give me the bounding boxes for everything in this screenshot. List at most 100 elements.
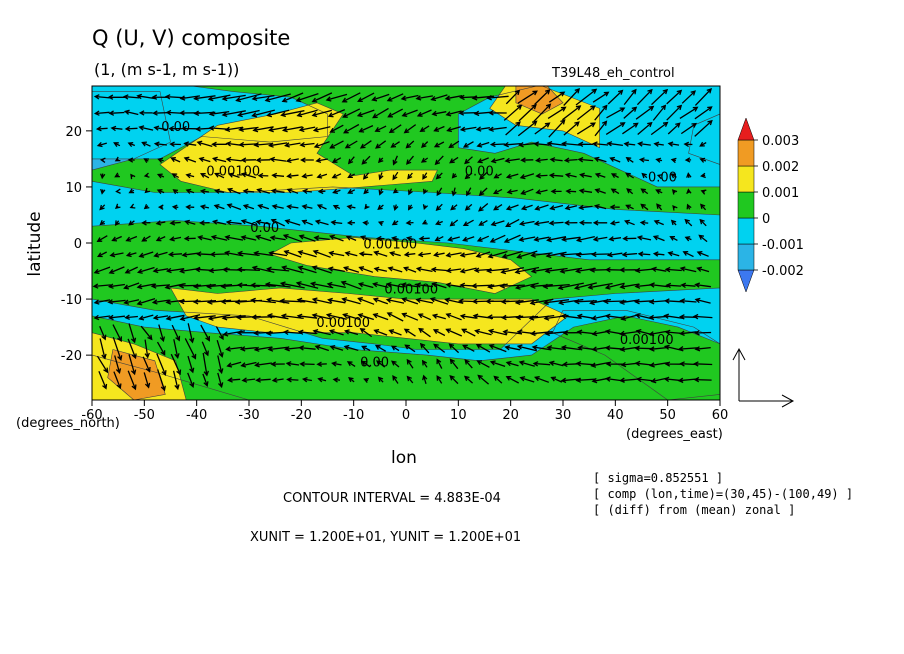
wind-vector (435, 172, 443, 180)
wind-vector (476, 360, 490, 368)
wind-vector (332, 204, 341, 210)
wind-vector (250, 297, 276, 304)
wind-vector (385, 297, 405, 304)
x-axis-label: lon (391, 448, 417, 468)
wind-vector (327, 109, 346, 118)
wind-vector (635, 376, 653, 383)
wind-vector (619, 377, 640, 383)
wind-vector (267, 346, 288, 352)
wind-vector (209, 251, 229, 258)
wind-vector (153, 251, 168, 258)
wind-vector (298, 234, 316, 242)
wind-vector (156, 189, 165, 195)
wind-vector (196, 140, 213, 148)
wind-vector (478, 203, 489, 212)
wind-vector (302, 188, 312, 195)
wind-vector (372, 313, 389, 321)
contour-label: 0.00100 (384, 282, 438, 297)
wind-vector (125, 235, 138, 242)
wind-vector (328, 250, 345, 257)
wind-vector (93, 94, 110, 100)
wind-vector (529, 298, 554, 306)
wind-vector (698, 234, 708, 243)
wind-vector (377, 204, 384, 211)
wind-vector (237, 250, 260, 257)
wind-vector (301, 376, 313, 383)
chart-subtitle: (1, (m s-1, m s-1)) (94, 60, 239, 79)
wind-vector (389, 251, 401, 257)
wind-vector (127, 370, 137, 391)
wind-vector (331, 361, 342, 367)
wind-vector (386, 93, 404, 102)
wind-vector (420, 157, 429, 163)
wind-vector (217, 355, 224, 375)
wind-vector (561, 141, 581, 147)
wind-vector (373, 266, 388, 272)
wind-vector (650, 266, 667, 273)
wind-vector (634, 267, 654, 274)
wind-vector (667, 251, 680, 257)
contour-line (457, 86, 720, 188)
wind-vector (622, 235, 637, 242)
wind-vector (462, 344, 475, 352)
contour-line (92, 180, 720, 261)
wind-vector (503, 234, 521, 243)
colorbar-segment (737, 243, 755, 271)
wind-vector (474, 328, 492, 336)
wind-vector (123, 299, 140, 305)
wind-vector (669, 235, 678, 241)
wind-vector (199, 204, 210, 210)
wind-vector (548, 172, 564, 179)
wind-vector (406, 155, 414, 165)
wind-vector (215, 326, 224, 341)
wind-vector (667, 141, 680, 147)
wind-vector (280, 110, 305, 118)
wind-vector (476, 141, 490, 148)
wind-vector (143, 172, 150, 178)
wind-vector (286, 377, 299, 383)
wind-vector (462, 219, 474, 227)
colorbar: 0.003 0.002 0.001 0 -0.001 -0.002 (737, 117, 804, 293)
wind-vector (459, 313, 477, 320)
x-tick-label: -40 (186, 408, 207, 423)
wind-vector (114, 220, 120, 227)
wind-vector (153, 141, 167, 147)
wind-vector (434, 236, 444, 242)
x-tick-label: 50 (659, 408, 676, 423)
wind-vector (236, 282, 260, 288)
wind-vector (565, 188, 577, 195)
wind-vector (93, 266, 111, 275)
wind-vector (155, 236, 166, 242)
wind-vector (227, 172, 240, 179)
wind-vector (281, 92, 304, 103)
wind-vector (550, 376, 563, 383)
wind-vector (256, 187, 270, 194)
wind-vector (264, 93, 291, 103)
wind-vector (171, 204, 179, 210)
wind-vector (694, 88, 713, 106)
wind-vector (530, 252, 553, 258)
wind-vector (519, 173, 535, 180)
wind-vector (663, 313, 684, 320)
wind-vector (329, 234, 344, 242)
wind-vector (301, 173, 313, 179)
wind-vector (297, 329, 317, 335)
wind-vector (172, 370, 180, 391)
wind-vector (573, 282, 597, 291)
wind-vector (636, 235, 652, 241)
wind-vector (686, 172, 692, 178)
wind-vector (446, 126, 461, 133)
wind-vector (699, 218, 707, 227)
chart-title: Q (U, V) composite (92, 26, 290, 50)
wind-vector (206, 299, 232, 305)
wind-vector (96, 141, 107, 148)
wind-vector (128, 323, 137, 344)
wind-vector (448, 343, 460, 354)
wind-vector (201, 341, 209, 357)
wind-vector (435, 203, 443, 211)
wind-vector (253, 250, 273, 257)
wind-vector (187, 372, 195, 388)
wind-vector (679, 298, 697, 304)
wind-vector (696, 266, 710, 273)
wind-vector (199, 220, 210, 226)
